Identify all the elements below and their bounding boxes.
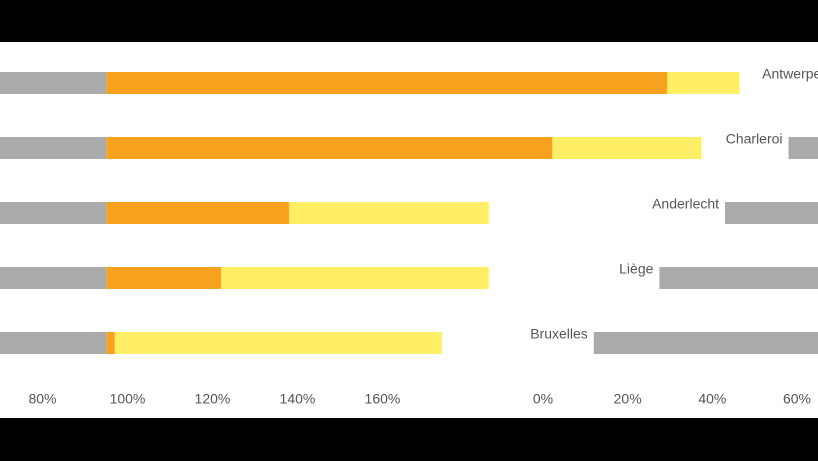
category-label: Charleroi: [726, 131, 783, 147]
bar: [788, 137, 818, 159]
x-tick-label: 140%: [280, 391, 316, 407]
bar-segment: [552, 137, 702, 159]
bar-segment: [220, 267, 489, 289]
x-tick-label: 20%: [614, 391, 642, 407]
category-label: Anderlecht: [652, 196, 719, 212]
bar-segment: [114, 332, 442, 354]
category-label: Antwerpen: [762, 66, 818, 82]
bar: [593, 332, 818, 354]
plot-area: [0, 42, 818, 418]
bar-segment: [106, 202, 289, 224]
x-tick-label: 0%: [533, 391, 553, 407]
bar-segment: [106, 72, 668, 94]
bar-segment: [106, 267, 221, 289]
bar-segment: [0, 332, 107, 354]
category-label: Liège: [619, 261, 653, 277]
x-tick-label: 120%: [195, 391, 231, 407]
x-tick-label: 160%: [365, 391, 401, 407]
bar: [659, 267, 818, 289]
x-tick-label: 100%: [110, 391, 146, 407]
bar-segment: [106, 332, 115, 354]
bar-segment: [667, 72, 740, 94]
category-label: Bruxelles: [530, 326, 588, 342]
bar-segment: [288, 202, 489, 224]
x-tick-label: 60%: [783, 391, 811, 407]
bar-segment: [0, 72, 107, 94]
x-tick-label: 40%: [698, 391, 726, 407]
bar-segment: [0, 137, 107, 159]
bar-segment: [0, 202, 107, 224]
bar-segment: [0, 267, 107, 289]
bar: [725, 202, 818, 224]
bar-segment: [106, 137, 553, 159]
x-tick-label: 80%: [28, 391, 56, 407]
